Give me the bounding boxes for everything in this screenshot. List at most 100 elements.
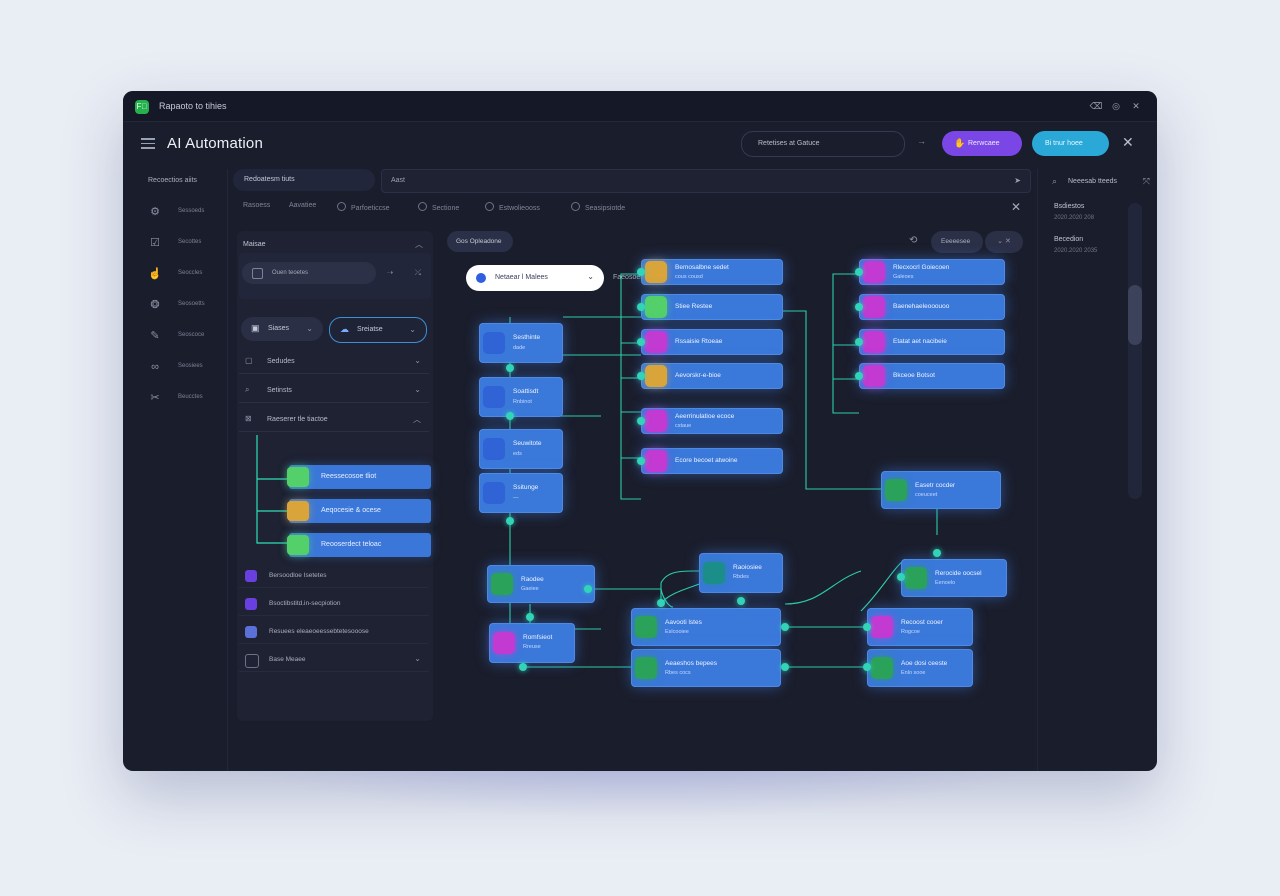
node-port[interactable] [781, 623, 789, 631]
canvas-tool-button[interactable]: Eeeeesee [931, 231, 983, 253]
workflow-node[interactable]: Baenehaeleooouoo [859, 294, 1005, 320]
filter-close-icon[interactable]: ✕ [1011, 200, 1022, 214]
workflow-node[interactable]: Sesthinte dade [479, 323, 563, 363]
arrow-right-icon[interactable]: → [917, 136, 926, 146]
header-search-input[interactable]: Retetises at Gatuce [741, 131, 905, 157]
node-port[interactable] [637, 338, 645, 346]
workflow-node[interactable]: Aeaeshos bepees Rbes cocs [631, 649, 781, 687]
panel-search-input[interactable]: Ouen teoetes [242, 262, 376, 284]
workflow-node[interactable]: Aeerrinulatioe ecoce cstaue [641, 408, 783, 434]
workflow-node[interactable]: Raodee Gaeiee [487, 565, 595, 603]
menu-icon[interactable] [141, 138, 155, 149]
node-port[interactable] [637, 372, 645, 380]
panel-row-3[interactable]: Resuees eleaeoeessebtetesooose [239, 621, 429, 644]
search-icon[interactable]: ⌕ [1052, 176, 1058, 186]
node-port[interactable] [506, 412, 514, 420]
workflow-node[interactable]: Bemosalbne sedet cous cousd [641, 259, 783, 285]
sidebar-item-5[interactable]: ✎ Seoscoce [148, 329, 228, 347]
workflow-node[interactable]: Ecore becoet atwoine [641, 448, 783, 474]
node-port[interactable] [781, 663, 789, 671]
settings-icon[interactable]: ◎ [1112, 101, 1120, 111]
dropdown-a[interactable]: ▣ Siases ⌄ [241, 317, 323, 341]
node-port[interactable] [855, 268, 863, 276]
node-port[interactable] [637, 417, 645, 425]
window-close-icon[interactable]: ✕ [1132, 101, 1140, 111]
node-port[interactable] [933, 549, 941, 557]
workflow-node[interactable]: Romfsieot Rreuse [489, 623, 575, 663]
sidebar-item-3[interactable]: ☝ Seoccles [148, 267, 228, 285]
workflow-node[interactable]: Bkceoe Botsot [859, 363, 1005, 389]
node-port[interactable] [855, 303, 863, 311]
accordion-3[interactable]: ⊠ Raeserer tle tiactoe ︿ [239, 409, 429, 432]
main-search-input[interactable]: Aast ➤ [381, 169, 1031, 193]
workflow-node[interactable]: Rlecxocrl Goiecoen Galeoes [859, 259, 1005, 285]
model-select[interactable]: Netaear l Malees ⌄ [466, 265, 604, 291]
header-close-icon[interactable]: ✕ [1122, 134, 1134, 150]
node-port[interactable] [637, 268, 645, 276]
filter-chip-3[interactable]: Parfoeticcse [337, 202, 390, 212]
workflow-node[interactable]: Aevorskr-e-bioe [641, 363, 783, 389]
filter-chip-1[interactable]: Rasoess [243, 202, 271, 209]
send-icon[interactable]: ➤ [1014, 176, 1021, 185]
filter-chip-5[interactable]: Estwolieooss [485, 202, 540, 212]
node-port[interactable] [526, 613, 534, 621]
sidebar-item-2[interactable]: ☑ Secottes [148, 236, 228, 254]
accordion-2[interactable]: ⌕ Setinsts ⌄ [239, 380, 429, 403]
workflow-node[interactable]: Aoe dosi ceeste Enlo sooe [867, 649, 973, 687]
expand-icon[interactable]: ⤧ [1142, 176, 1150, 186]
node-port[interactable] [855, 338, 863, 346]
node-port[interactable] [863, 663, 871, 671]
workflow-node[interactable]: Aavooti lstes Eslcooiee [631, 608, 781, 646]
workflow-node[interactable]: Soattisdt Rnbinot [479, 377, 563, 417]
node-port[interactable] [506, 517, 514, 525]
workflow-node[interactable]: Rerocide oocsel Eenoelo [901, 559, 1007, 597]
node-port[interactable] [737, 597, 745, 605]
panel-row-1[interactable]: Bersoodloe Isetetes [239, 565, 429, 588]
sidebar-item-1[interactable]: ⚙ Sessoeds [148, 205, 228, 223]
cloud-icon: ☁ [340, 324, 349, 334]
accordion-1[interactable]: ▢ Sedudes ⌄ [239, 351, 429, 374]
scrollbar-thumb[interactable] [1128, 285, 1142, 345]
panel-sub-item-2[interactable]: Aeqocesie & ocese [287, 499, 431, 523]
node-port[interactable] [863, 623, 871, 631]
workflow-node[interactable]: Raoiosiee Rbdes [699, 553, 783, 593]
secondary-action-button[interactable]: Bi tnur hoee [1032, 131, 1109, 156]
workspace-selector[interactable]: Redoatesm tiuts [233, 169, 375, 191]
refresh-icon[interactable]: ⟲ [909, 235, 918, 246]
node-port[interactable] [897, 573, 905, 581]
primary-action-button[interactable]: ✋ Rerwcaee [942, 131, 1022, 156]
shuffle-icon[interactable]: ⤯ [414, 268, 422, 277]
workflow-node[interactable]: Rssaisie Rtoeae [641, 329, 783, 355]
node-port[interactable] [637, 457, 645, 465]
node-port[interactable] [855, 372, 863, 380]
dropdown-b[interactable]: ☁ Sreiatse ⌄ [329, 317, 427, 343]
workflow-node[interactable]: Recoost cooer Rogcoe [867, 608, 973, 646]
filter-chip-6[interactable]: Seasipsiotde [571, 202, 625, 212]
node-icon [635, 657, 657, 679]
canvas-dropdown[interactable]: ⌄ ✕ [985, 231, 1023, 253]
panel-sub-item-1[interactable]: Reessecosoe tliot [287, 465, 431, 489]
node-port[interactable] [519, 663, 527, 671]
send-icon[interactable]: ➝ [386, 268, 394, 277]
node-port[interactable] [657, 599, 665, 607]
chevron-up-icon[interactable]: ︿ [415, 240, 423, 249]
panel-row-2[interactable]: Bsoctibstitd.in-secpiotion [239, 593, 429, 616]
workflow-node[interactable]: Stiee Restee [641, 294, 783, 320]
workflow-node[interactable]: Ssitunge — [479, 473, 563, 513]
workflow-node[interactable]: Easetr cocder coeuceet [881, 471, 1001, 509]
node-port[interactable] [506, 364, 514, 372]
panel-row-4[interactable]: Base Meaee ⌄ [239, 649, 429, 672]
filter-chip-2[interactable]: Aavatiee [289, 202, 317, 209]
sidebar-item-4[interactable]: ❂ Seosoetts [148, 298, 228, 316]
filter-chip-4[interactable]: Sectione [418, 202, 459, 212]
node-port[interactable] [584, 585, 592, 593]
node-port[interactable] [637, 303, 645, 311]
canvas-mode-pill[interactable]: Gos Opleadone [447, 231, 513, 252]
workflow-node[interactable]: Etatat aet nacibeie [859, 329, 1005, 355]
right-scrollbar[interactable] [1128, 203, 1142, 499]
sidebar-item-6[interactable]: ∞ Seosiees [148, 360, 228, 378]
panel-sub-item-3[interactable]: Reooserdect teloac [287, 533, 431, 557]
trash-icon[interactable]: ⌫ [1089, 101, 1103, 111]
workflow-node[interactable]: Seuwitote eds [479, 429, 563, 469]
sidebar-item-7[interactable]: ✂ Beucctes [148, 391, 228, 409]
